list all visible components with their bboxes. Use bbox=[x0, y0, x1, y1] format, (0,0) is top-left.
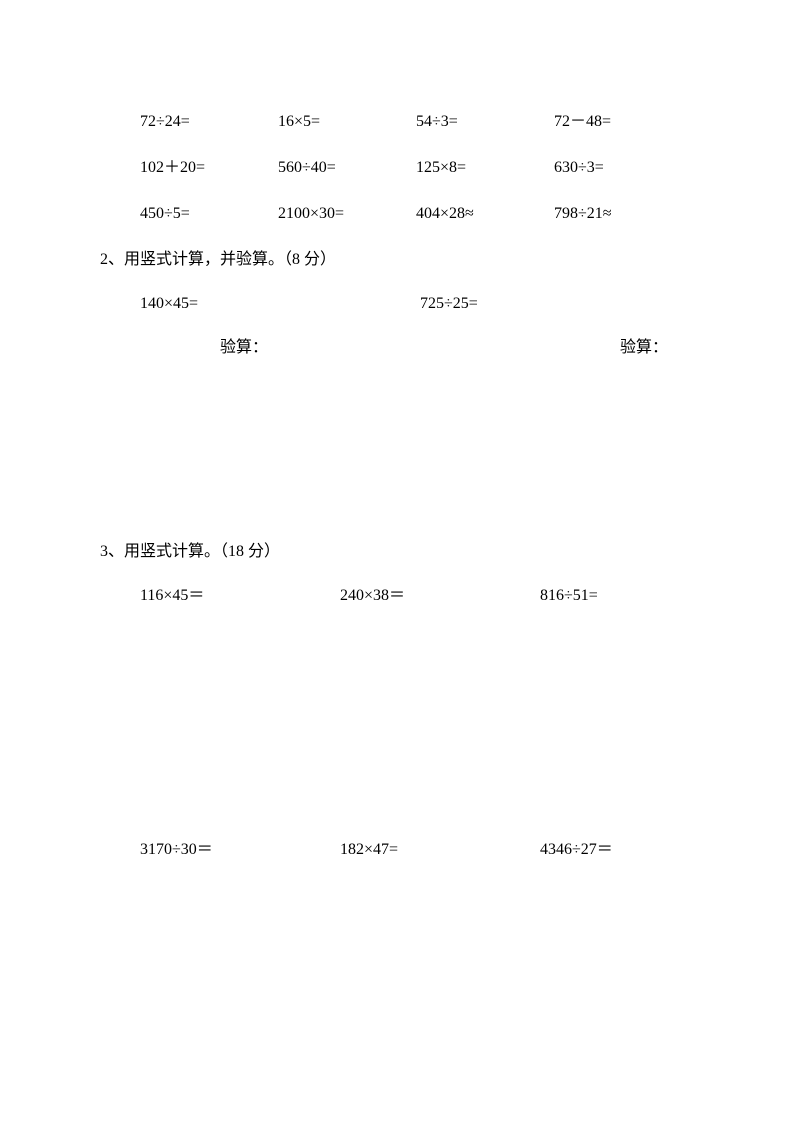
math-problem: 116×45＝ bbox=[140, 584, 340, 608]
math-problem: 630÷3= bbox=[554, 156, 692, 180]
math-problem: 54÷3= bbox=[416, 110, 554, 134]
verify-label: 验算： bbox=[100, 336, 500, 360]
math-problem: 560÷40= bbox=[278, 156, 416, 180]
math-problem: 16×5= bbox=[278, 110, 416, 134]
verify-label: 验算： bbox=[500, 336, 800, 360]
math-problem: 72÷24= bbox=[140, 110, 278, 134]
math-problem: 102＋20= bbox=[140, 156, 278, 180]
math-problem: 450÷5= bbox=[140, 202, 278, 226]
math-problem: 725÷25= bbox=[420, 292, 700, 316]
math-problem: 798÷21≈ bbox=[554, 202, 692, 226]
math-problem: 72－48= bbox=[554, 110, 692, 134]
math-problem: 125×8= bbox=[416, 156, 554, 180]
section-3-heading: 3、用竖式计算。（18 分） bbox=[100, 540, 700, 564]
math-problem: 182×47= bbox=[340, 838, 540, 862]
math-problem: 404×28≈ bbox=[416, 202, 554, 226]
math-problem: 816÷51= bbox=[540, 584, 740, 608]
section-2-heading: 2、用竖式计算，并验算。（8 分） bbox=[100, 248, 700, 272]
math-problem: 140×45= bbox=[140, 292, 420, 316]
math-problem: 240×38＝ bbox=[340, 584, 540, 608]
math-problem: 2100×30= bbox=[278, 202, 416, 226]
math-problem: 4346÷27＝ bbox=[540, 838, 740, 862]
math-problem: 3170÷30＝ bbox=[140, 838, 340, 862]
